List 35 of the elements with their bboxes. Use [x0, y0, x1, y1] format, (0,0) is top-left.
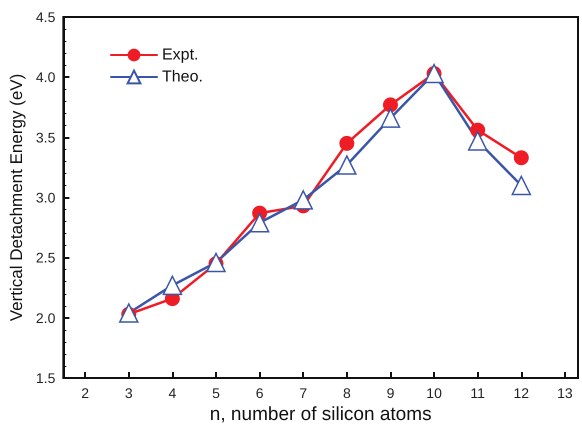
x-tick-label: 9 [386, 385, 395, 401]
y-tick-label: 3.0 [36, 190, 56, 206]
point [468, 131, 488, 151]
point [380, 108, 400, 128]
y-tick-label: 4.5 [36, 9, 56, 25]
x-tick-label: 8 [342, 385, 351, 401]
point [250, 213, 270, 233]
legend-label: Expt. [162, 46, 198, 64]
y-tick-label: 2.5 [36, 250, 56, 266]
x-tick-label: 10 [426, 385, 442, 401]
point [206, 252, 226, 272]
x-axis-title: n, number of silicon atoms [210, 404, 432, 425]
y-tick-label: 1.5 [36, 370, 56, 386]
point [512, 176, 532, 196]
x-tick-label: 3 [124, 385, 133, 401]
x-tick-label: 13 [557, 385, 573, 401]
point [119, 303, 139, 323]
x-tick-label: 7 [299, 385, 308, 401]
point [339, 136, 354, 151]
point [382, 97, 398, 112]
legend-label: Theo. [162, 68, 203, 86]
y-tick-label: 4.0 [36, 69, 56, 86]
point [337, 155, 357, 175]
x-tick-label: 4 [168, 385, 176, 401]
point [162, 276, 182, 296]
x-tick-label: 2 [81, 385, 90, 401]
x-tick-label: 11 [470, 385, 486, 401]
point [514, 150, 529, 166]
x-tick-label: 12 [514, 385, 530, 401]
y-tick-label: 2.0 [36, 310, 56, 326]
point [293, 190, 313, 210]
x-tick-label: 5 [212, 385, 220, 401]
y-tick-label: 3.5 [36, 129, 56, 146]
x-tick-label: 6 [256, 385, 264, 401]
y-axis-title: Vertical Detachment Energy (eV) [7, 74, 26, 322]
